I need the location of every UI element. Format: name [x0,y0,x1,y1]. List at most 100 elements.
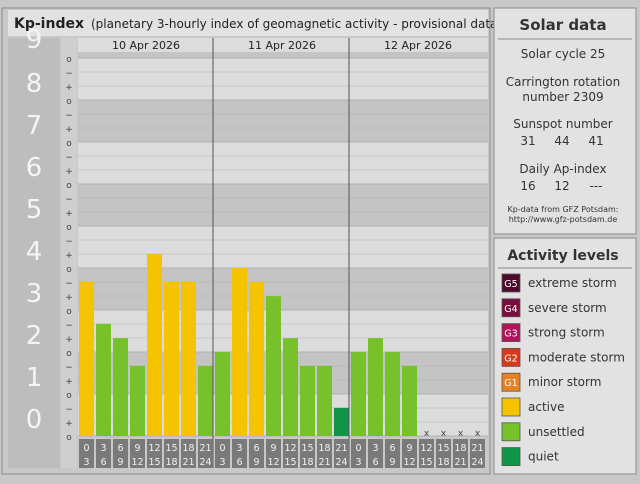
level-band [78,142,488,184]
hour-cell [300,439,315,468]
sunspot-label: Sunspot number [513,117,612,131]
hour-start-label: 3 [236,443,242,454]
missing-marker: x [458,429,464,439]
legend-code: G5 [504,279,517,290]
hour-end-label: 9 [117,457,123,468]
minor-tick-label: − [65,69,73,79]
carrington-line2: number 2309 [522,90,603,104]
hour-cell [113,439,128,468]
hour-start-label: 12 [148,443,160,454]
source-line2: http://www.gfz-potsdam.de [509,215,618,224]
minor-tick-label: o [66,223,72,233]
kp-header-bar [8,10,488,36]
legend-label: active [528,400,564,414]
level-label: 5 [26,195,43,225]
hour-end-label: 9 [253,457,259,468]
hour-start-label: 18 [182,443,194,454]
hour-start-label: 9 [270,443,276,454]
hour-cell [436,439,451,468]
minor-tick-label: o [66,433,72,443]
kp-bar [334,407,349,436]
minor-tick-label: − [65,279,73,289]
hour-cell [130,439,145,468]
legend-swatch [501,347,521,367]
legend-label: extreme storm [528,276,617,290]
legend-code: G4 [504,304,517,315]
source-line1: Kp-data from GFZ Potsdam: [508,205,619,214]
kp-bar [249,281,264,436]
hour-cell [181,439,196,468]
minor-tick-label: o [66,307,72,317]
hour-start-label: 0 [83,443,89,454]
kp-bar [96,323,111,436]
hour-cell [147,439,162,468]
solar-cycle: Solar cycle 25 [521,47,606,61]
kp-bar [385,352,400,436]
kp-bar [79,281,94,436]
hour-cell [96,439,111,468]
hour-start-label: 18 [454,443,466,454]
minor-tick-column [61,38,77,468]
hour-cell [351,439,366,468]
hour-cell [334,439,349,468]
level-label: 3 [26,279,43,309]
missing-marker: x [424,429,430,439]
hour-start-label: 0 [355,443,361,454]
legend-label: strong storm [528,326,605,340]
minor-tick-label: + [65,209,73,219]
kp-bar [368,338,383,436]
hour-cell [266,439,281,468]
legend-label: severe storm [528,301,607,315]
minor-tick-label: o [66,349,72,359]
hour-end-label: 6 [372,457,378,468]
hour-end-label: 3 [355,457,361,468]
minor-tick-label: − [65,153,73,163]
solar-title: Solar data [519,16,606,34]
hour-start-label: 6 [117,443,123,454]
missing-marker: x [441,429,447,439]
minor-tick-label: o [66,139,72,149]
kp-bar [300,365,315,436]
hour-start-label: 21 [471,443,483,454]
hour-end-label: 21 [318,457,330,468]
hour-start-label: 21 [335,443,347,454]
hour-cell [419,439,434,468]
ap-value-3: --- [590,179,603,193]
hour-end-label: 6 [236,457,242,468]
hour-end-label: 18 [165,457,177,468]
day-label: 12 Apr 2026 [384,39,452,52]
ap-value-2: 12 [554,179,569,193]
kp-bar [215,352,230,436]
hour-end-label: 3 [219,457,225,468]
minor-tick-label: + [65,377,73,387]
activity-legend: G5 extreme storm G4 severe storm G3 strong st… [501,273,625,467]
hour-cell [402,439,417,468]
hour-start-label: 15 [165,443,177,454]
kp-bar [130,365,145,436]
legend-swatch [501,273,521,293]
level-label: 2 [26,321,43,351]
hour-start-label: 6 [389,443,395,454]
hour-end-label: 24 [199,457,211,468]
level-band [78,58,488,100]
hour-start-label: 3 [100,443,106,454]
legend-code: G1 [504,378,517,389]
ap-value-1: 16 [520,179,535,193]
legend-swatch [501,372,521,392]
kp-bar [283,338,298,436]
legend-label: unsettled [528,425,585,439]
hour-start-label: 15 [301,443,313,454]
level-band [78,184,488,226]
level-band [78,52,488,58]
hour-cell [249,439,264,468]
kp-bar [266,296,281,436]
legend-swatch [501,323,521,343]
legend-swatch [501,447,521,467]
day-header-strip [78,38,488,52]
hour-start-label: 12 [284,443,296,454]
level-label: 0 [26,405,43,435]
kp-bar [147,254,162,436]
hour-end-label: 18 [437,457,449,468]
